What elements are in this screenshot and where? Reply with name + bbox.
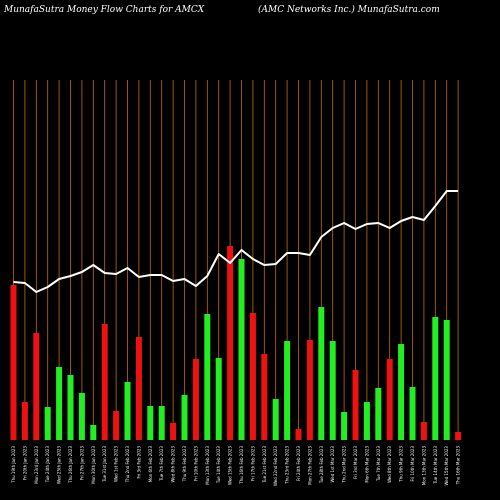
x-tick-label: Tue 7th Feb 2023	[159, 446, 164, 482]
x-tick-label: Wed 22nd Feb 2023	[273, 446, 278, 486]
inflow-bar	[147, 406, 154, 440]
inflow-bar	[215, 358, 222, 440]
x-tick-label: Fri 10th Feb 2023	[193, 446, 198, 481]
inflow-bar	[181, 395, 188, 440]
outflow-bar	[227, 246, 234, 440]
inflow-bar	[363, 402, 370, 440]
outflow-bar	[135, 337, 142, 440]
x-tick-label: Wed 1st Mar 2023	[330, 446, 335, 483]
inflow-bar	[443, 320, 450, 440]
x-tick-label: Wed 15th Feb 2023	[228, 446, 233, 485]
x-tick-label: Wed 8th Feb 2023	[171, 446, 176, 483]
inflow-bar	[272, 399, 279, 440]
outflow-bar	[33, 333, 40, 440]
x-tick-label: Fri 20th Jan 2023	[22, 446, 27, 481]
x-tick-label: Tue 7th Mar 2023	[376, 446, 381, 482]
outflow-bar	[101, 324, 108, 440]
outflow-bar	[249, 313, 256, 440]
x-tick-label: Fri 27th Jan 2023	[79, 446, 84, 481]
inflow-bar	[78, 393, 85, 440]
inflow-bar	[409, 387, 416, 440]
x-tick-label: Tue 14th Mar 2023	[433, 446, 438, 485]
x-tick-label: Tue 24th Jan 2023	[45, 446, 50, 484]
inflow-bar	[124, 382, 131, 440]
x-tick-label: Thu 2nd Feb 2023	[125, 446, 130, 484]
x-tick-label: Thu 9th Feb 2023	[182, 446, 187, 483]
x-tick-label: Thu 2nd Mar 2023	[342, 446, 347, 484]
inflow-bar	[158, 406, 165, 440]
x-tick-label: Thu 16th Feb 2023	[239, 446, 244, 485]
x-tick-label: Thu 23rd Feb 2023	[285, 446, 290, 485]
x-tick-label: Wed 25th Jan 2023	[57, 446, 62, 485]
outflow-bar	[170, 423, 177, 440]
x-tick-label: Fri 24th Feb 2023	[296, 446, 301, 481]
chart-title: MunafaSutra Money Flow Charts for AMCX	[4, 5, 205, 15]
x-tick-label: Tue 21st Feb 2023	[262, 446, 267, 484]
inflow-bar	[318, 307, 325, 440]
x-tick-label: Fri 3rd Mar 2023	[353, 446, 358, 479]
inflow-bar	[56, 367, 63, 440]
x-tick-label: Mon 23rd Jan 2023	[34, 446, 39, 484]
x-tick-label: Wed 1st Feb 2023	[114, 446, 119, 482]
inflow-bar	[238, 259, 245, 440]
outflow-bar	[420, 422, 427, 440]
inflow-bar	[44, 407, 51, 440]
x-tick-label: Wed 15th Mar 2023	[444, 446, 449, 486]
x-tick-label: Thu 9th Mar 2023	[399, 446, 404, 483]
x-tick-label: Mon 6th Feb 2023	[148, 446, 153, 483]
outflow-bar	[261, 354, 268, 440]
x-tick-label: Thu 16th Mar 2023	[456, 446, 461, 486]
inflow-bar	[398, 344, 405, 440]
outflow-bar	[113, 411, 120, 440]
x-tick-label: Fri 17th Feb 2023	[250, 446, 255, 481]
x-tick-label: Thu 19th Jan 2023	[11, 446, 16, 484]
x-tick-label: Tue 28th Feb 2023	[319, 446, 324, 485]
inflow-bar	[341, 412, 348, 440]
x-tick-label: Mon 13th Mar 2023	[421, 446, 426, 486]
inflow-bar	[90, 425, 97, 440]
x-tick-label: Mon 13th Feb 2023	[205, 446, 210, 485]
inflow-bar	[375, 388, 382, 440]
x-tick-label: Mon 27th Feb 2023	[307, 446, 312, 485]
inflow-bar	[67, 375, 74, 440]
inflow-bar	[204, 314, 211, 440]
money-flow-line	[13, 190, 459, 293]
x-tick-label: Fri 10th Mar 2023	[410, 446, 415, 482]
inflow-bar	[432, 317, 439, 440]
outflow-bar	[295, 429, 302, 440]
chart-subtitle: (AMC Networks Inc.) MunafaSutra.com	[258, 5, 440, 15]
x-tick-label: Tue 14th Feb 2023	[216, 446, 221, 485]
x-tick-label: Wed 8th Mar 2023	[387, 446, 392, 483]
x-tick-label: Thu 26th Jan 2023	[68, 446, 73, 484]
x-tick-label: Mon 30th Jan 2023	[91, 446, 96, 484]
outflow-bar	[306, 340, 313, 440]
outflow-bar	[386, 359, 393, 440]
inflow-bar	[284, 341, 291, 440]
outflow-bar	[21, 402, 28, 440]
outflow-bar	[352, 370, 359, 440]
x-tick-label: Fri 3rd Feb 2023	[136, 446, 141, 479]
x-tick-label: Tue 31st Jan 2023	[102, 446, 107, 483]
x-tick-label: Mon 6th Mar 2023	[364, 446, 369, 483]
outflow-bar	[10, 285, 17, 440]
inflow-bar	[329, 341, 336, 440]
outflow-bar	[192, 359, 199, 440]
outflow-bar	[455, 432, 462, 440]
